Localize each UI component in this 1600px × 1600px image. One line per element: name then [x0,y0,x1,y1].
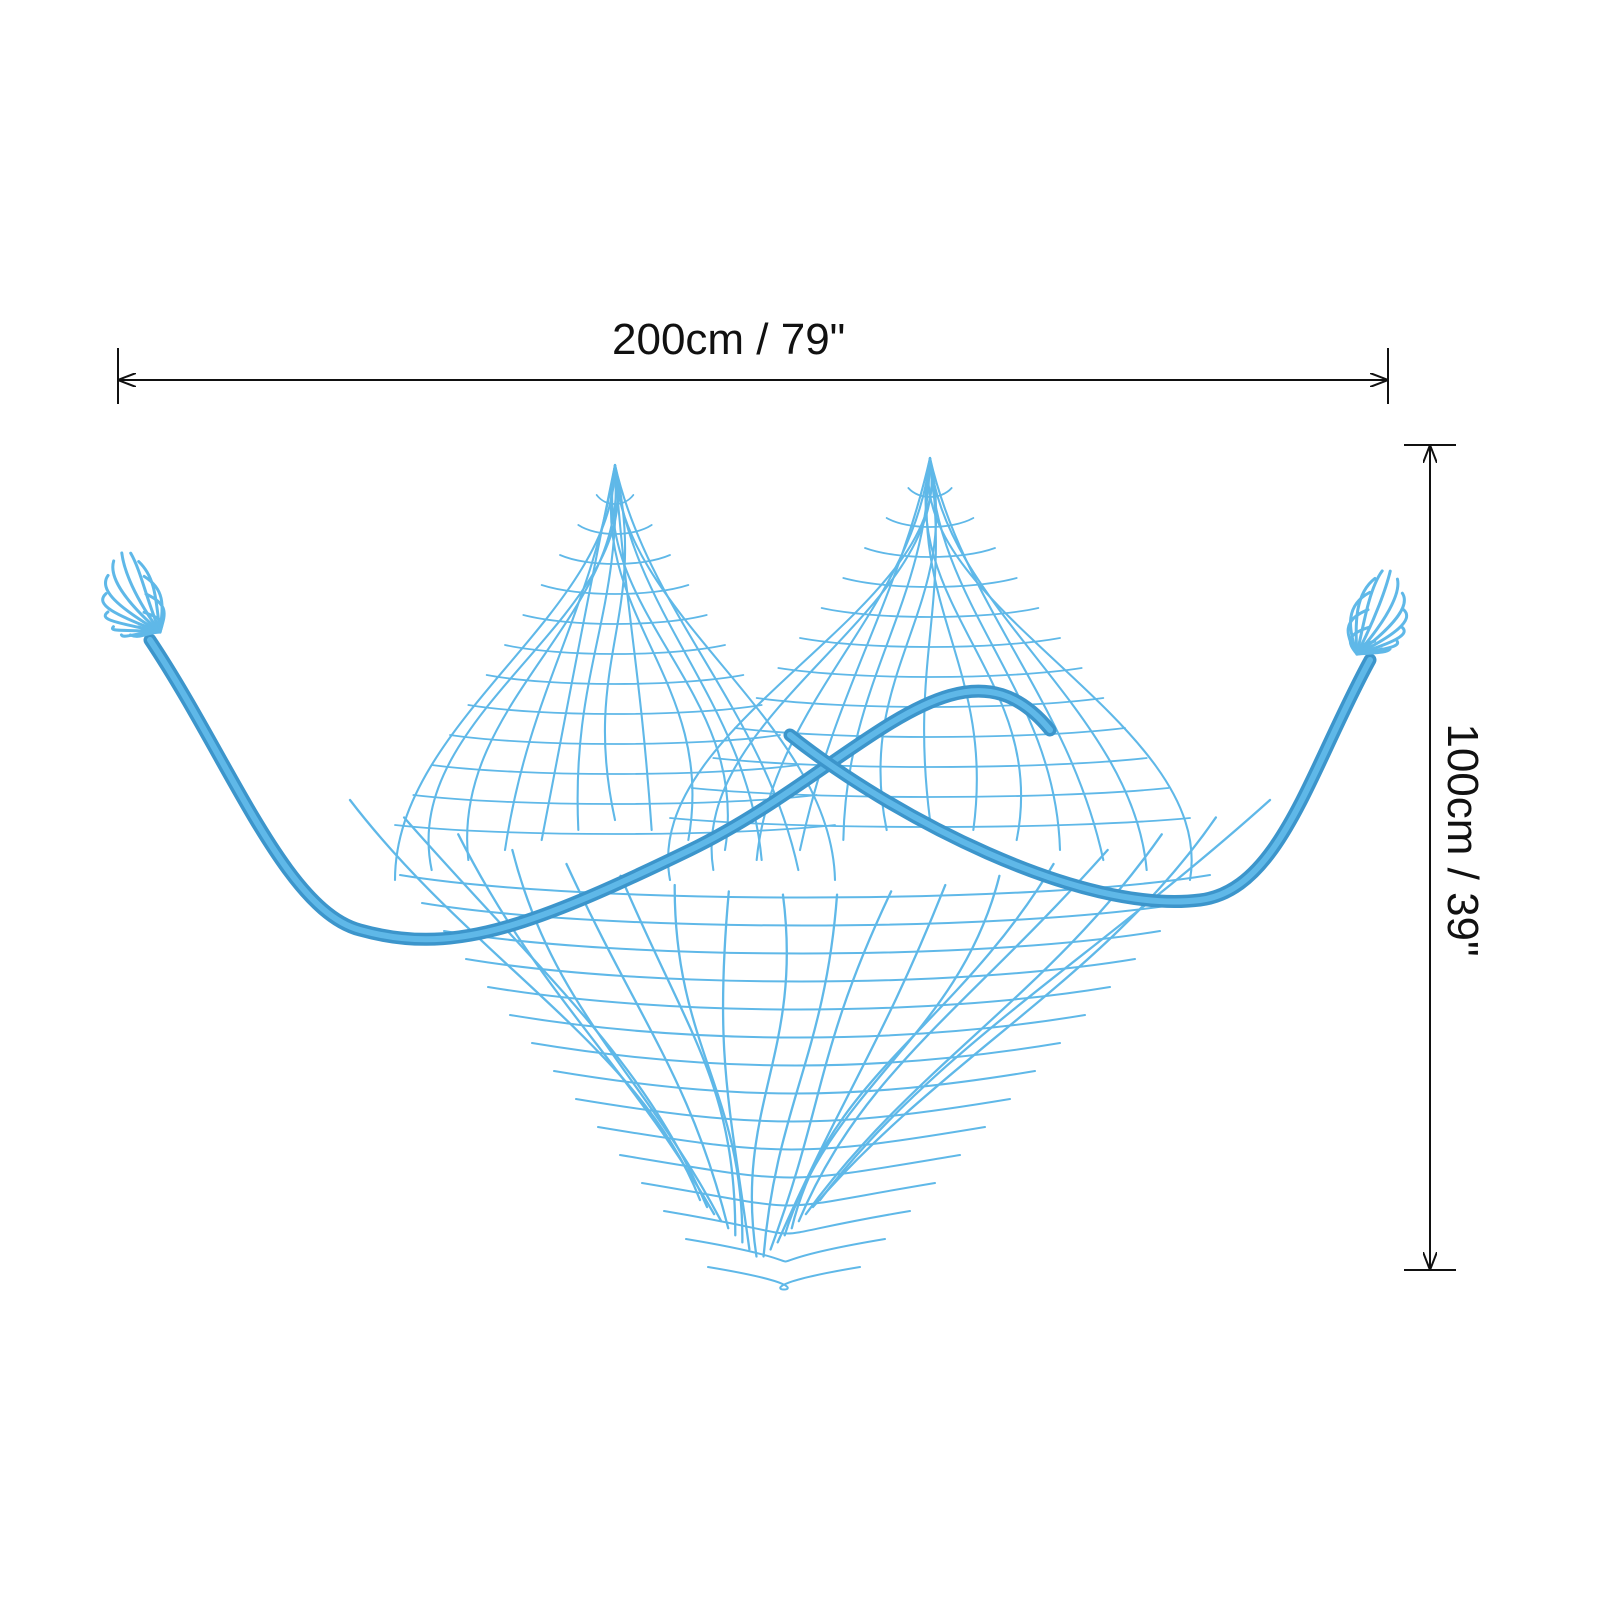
net-peak-strand [734,727,1126,738]
left-tassel [101,592,162,634]
right-tassel [1355,591,1406,656]
right-tassel [1349,590,1372,656]
net-mesh-strand [531,1042,1061,1067]
width-dimension-line [117,348,1389,404]
left-tassel [120,551,162,634]
left-tassel [129,551,162,634]
net-mesh-strand [457,833,716,1216]
net-mesh-strand [348,798,702,1202]
net-peak-strand [485,674,745,685]
net-mesh-strand [663,1210,911,1235]
net-mesh-strand [597,1126,986,1151]
left-tassel [111,559,162,634]
net-mesh-strand [565,862,730,1230]
net-mesh-strand [443,930,1161,955]
rope-right-highlight [787,657,1373,905]
net-mesh-strand [641,1182,936,1207]
net-peak-strand [595,494,635,505]
net-mesh-strand [421,902,1186,927]
height-measurement-label: 100cm / 39" [1438,723,1487,957]
net-peak-strand [799,637,1061,648]
net-peak-strand [613,463,800,872]
net-peak-strand [613,463,653,832]
net-peak-strand [924,456,1023,842]
net-mesh-strand [721,890,751,1251]
right-tassel [1355,569,1384,656]
net-peak-strand [927,456,1193,882]
net-peak-strand [820,607,1040,618]
net-peak-strand [467,704,763,715]
net-peak-strand [928,456,1105,862]
net-mesh-strand [553,1070,1036,1095]
net-peak-strand [522,614,708,625]
net-peak-strand [928,456,1062,852]
net-mesh-strand [509,1014,1086,1039]
net-mesh-strand [619,874,737,1237]
net-peak-strand [394,824,836,835]
net-mesh-strand [402,816,709,1209]
net-peak-strand [842,577,1018,588]
left-tassel [104,573,162,634]
left-tassel [103,610,162,634]
net-peak-strand [613,463,837,882]
net-peak-strand [577,524,653,535]
net-peak-strand [611,463,729,852]
net-peak-strand [430,764,800,775]
net-peak-strand [540,584,690,595]
net-peak-strand [504,644,726,655]
net-peak-strand [864,547,996,558]
net-mesh-strand [811,816,1218,1209]
net-peak-strand [798,456,932,852]
left-tassel [142,574,164,634]
left-tassel [137,560,162,634]
net-peak-strand [559,554,671,565]
rope-left-highlight [147,637,1053,943]
net-mesh-strand [769,890,893,1251]
right-tassel [1355,577,1400,656]
net-peak-strand [412,794,818,805]
net-mesh-strand [465,958,1136,983]
net-mesh-strand [487,986,1111,1011]
net-peak-strand [449,734,781,745]
net-peak-strand [885,517,975,528]
net-mesh-strand [619,1154,961,1179]
width-measurement-label: 200cm / 79" [612,315,846,364]
right-tassel [1355,569,1392,656]
net-peak-strand [576,463,617,832]
net-mesh-strand [790,862,1055,1230]
net-peak-strand [690,787,1170,798]
net-peak-strand [928,456,1148,872]
net-peak-strand [540,463,617,842]
net-peak-strand [712,757,1148,768]
right-tassel [1355,608,1408,656]
net-peak-strand [777,667,1083,678]
net-mesh-strand [511,848,723,1223]
net-peak-strand [879,456,938,832]
net-mesh-strand [818,798,1272,1202]
fishing-net-image [101,456,1408,1291]
net-mesh-strand [797,848,1109,1223]
net-peak-strand [603,463,627,822]
net-mesh-strand [399,874,1211,899]
net-mesh-strand [575,1098,1011,1123]
net-peak-strand [503,463,617,852]
net-peak-strand [427,463,619,872]
net-mesh-strand [707,1266,861,1291]
net-peak-strand [609,463,694,842]
height-dimension-line [1404,444,1456,1271]
right-tassel [1354,576,1377,656]
net-mesh-strand [685,1238,886,1263]
net-peak-strand [907,487,953,498]
